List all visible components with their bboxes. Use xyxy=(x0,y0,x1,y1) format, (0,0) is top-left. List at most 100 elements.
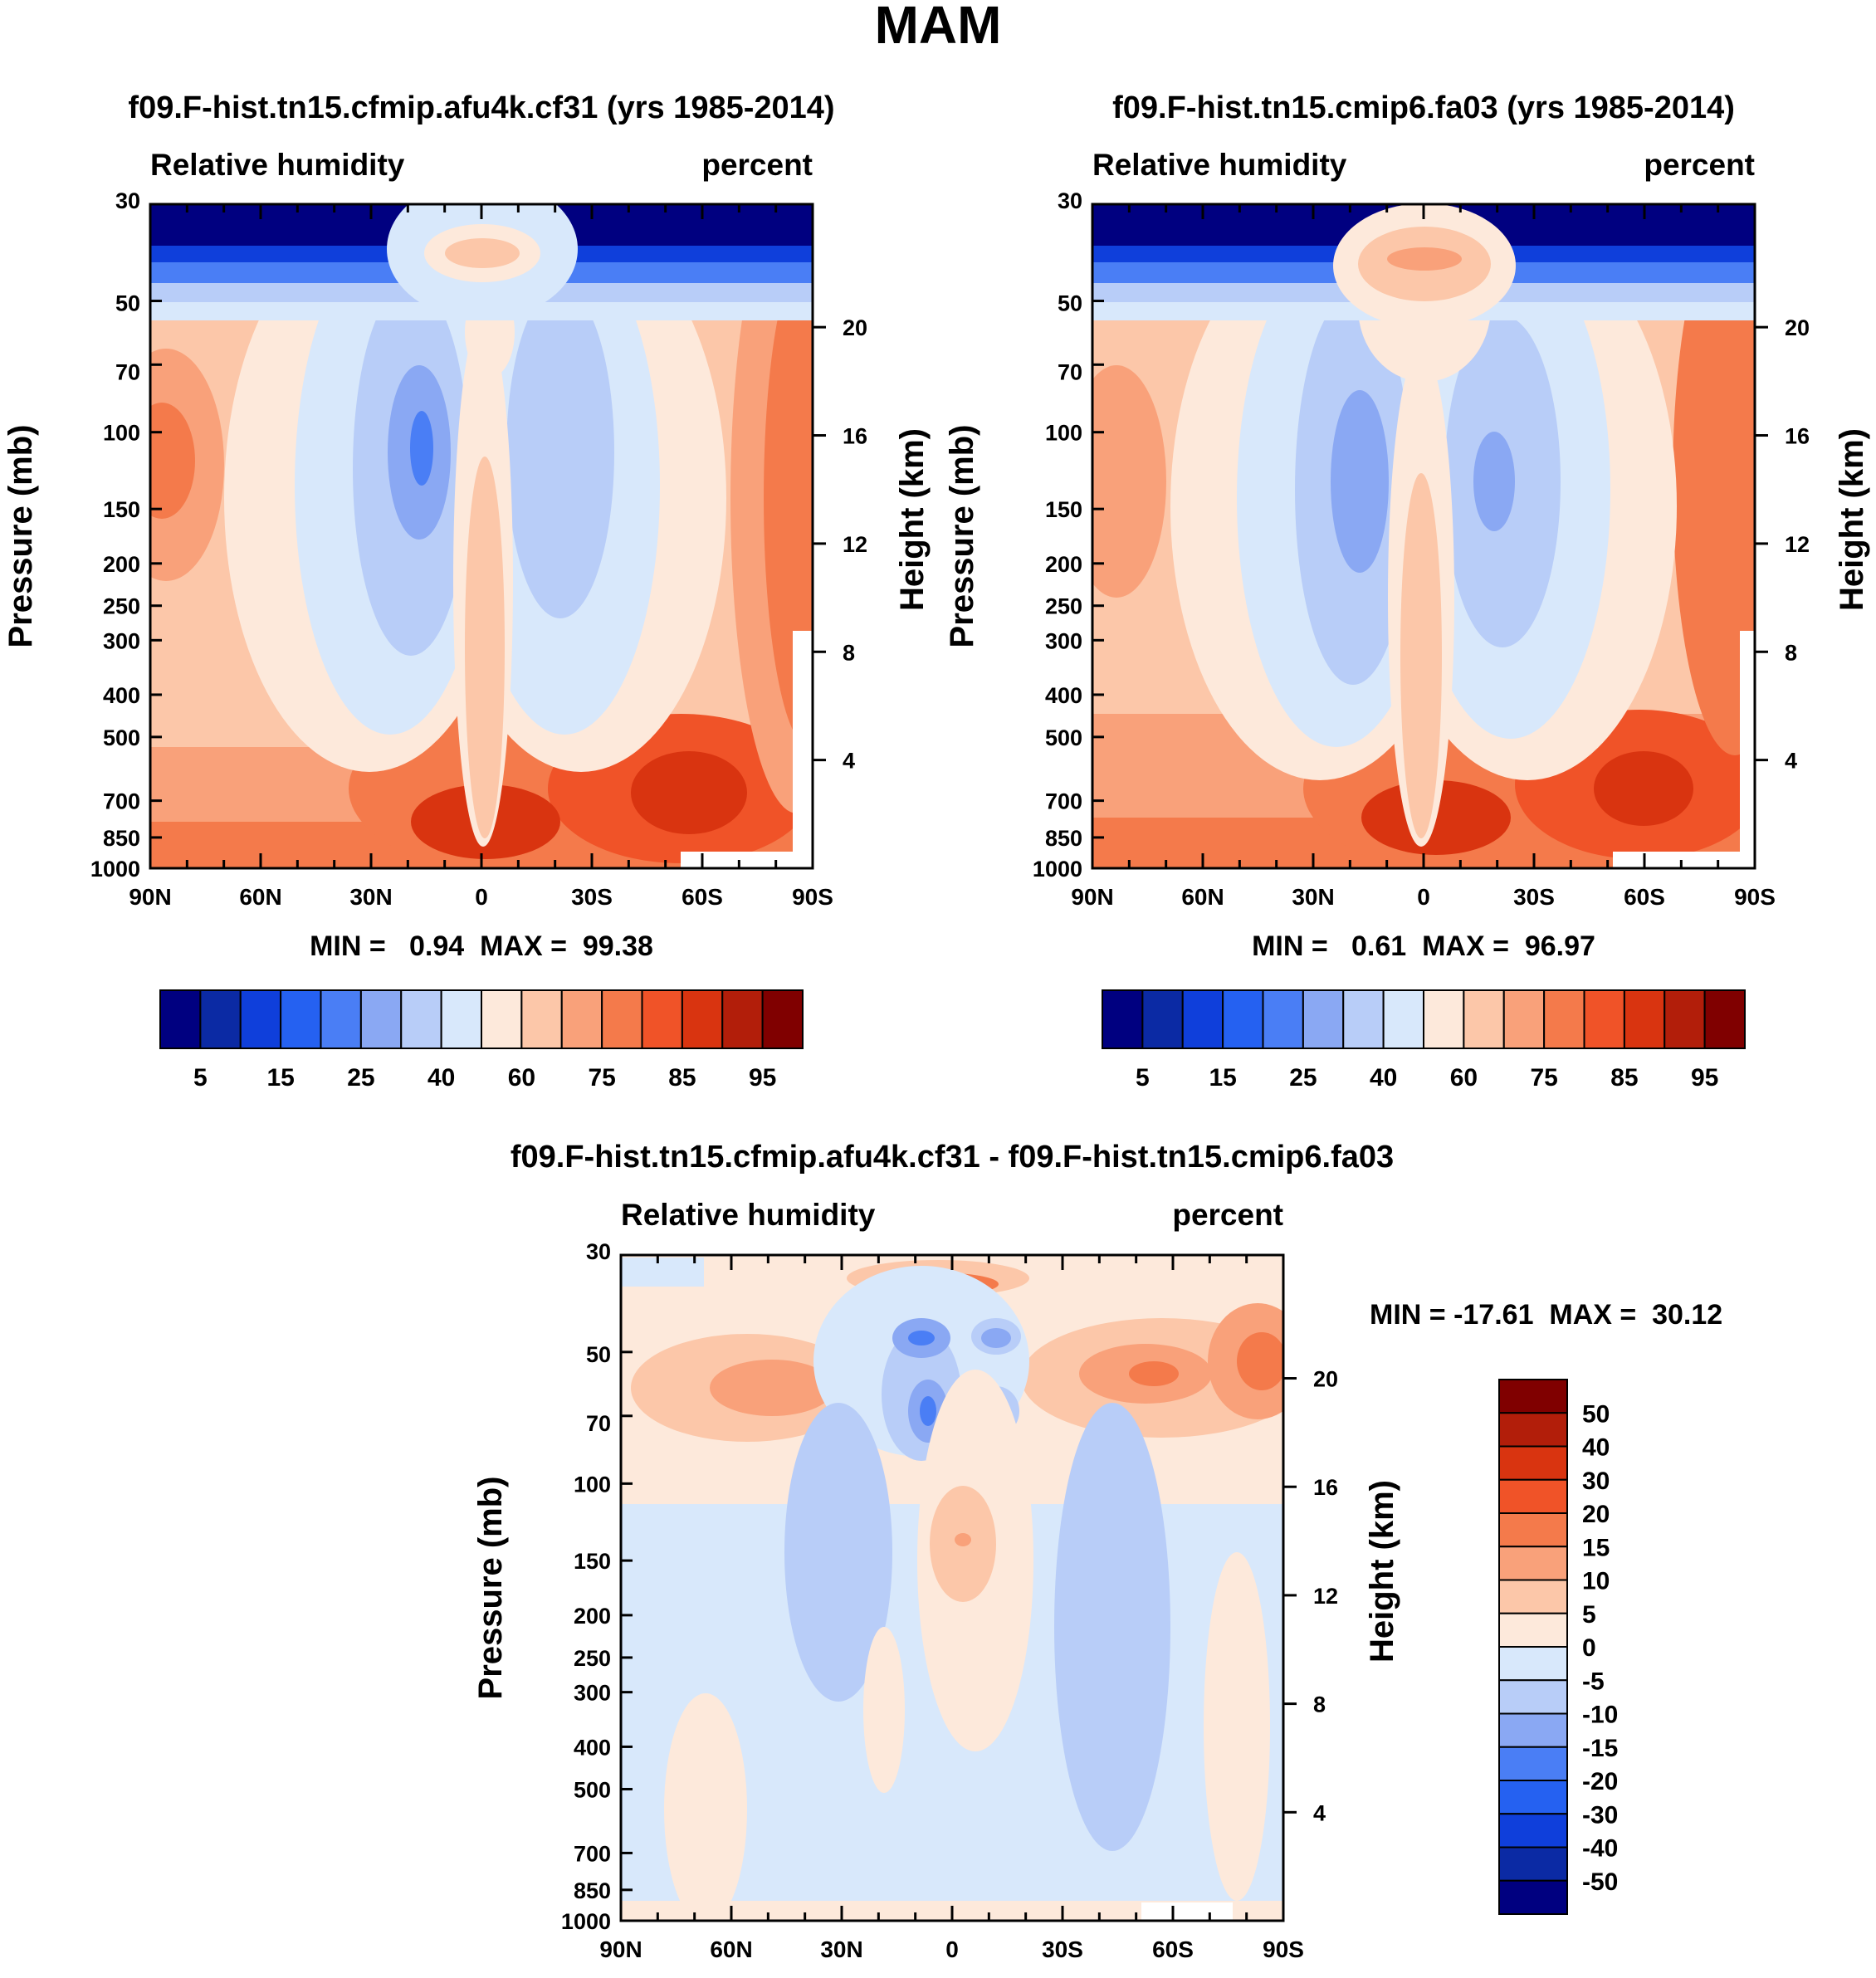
pressure-tick-label: 30 xyxy=(115,188,140,213)
panel-b-min-max: MIN = 0.61 MAX = 96.97 xyxy=(1252,930,1595,962)
colorbar-label: 15 xyxy=(1209,1064,1236,1092)
latitude-tick-label: 90N xyxy=(599,1936,642,1962)
colorbar-swatch xyxy=(239,989,282,1049)
panel-b-variable-label: Relative humidity xyxy=(1092,148,1347,182)
latitude-tick-label: 0 xyxy=(1417,884,1430,910)
pressure-tick-label: 150 xyxy=(574,1549,611,1574)
height-tick-label: 20 xyxy=(1313,1367,1338,1392)
latitude-tick-label: 30S xyxy=(1513,884,1555,910)
pressure-tick-label: 400 xyxy=(574,1735,611,1760)
colorbar-swatch xyxy=(601,989,643,1049)
colorbar-label: -40 xyxy=(1582,1835,1618,1863)
colorbar-label: 75 xyxy=(1530,1064,1557,1092)
pressure-tick-label: 1000 xyxy=(90,857,140,882)
panel-b-contour-field xyxy=(1092,204,1755,868)
colorbar-swatch xyxy=(1583,989,1625,1049)
pressure-tick-label: 200 xyxy=(574,1604,611,1629)
pressure-tick-label: 30 xyxy=(1058,188,1082,213)
pressure-tick-label: 500 xyxy=(574,1777,611,1802)
pressure-tick-label: 50 xyxy=(1058,291,1082,316)
colorbar-swatch xyxy=(1498,1846,1568,1882)
height-tick-label: 4 xyxy=(843,749,855,774)
pressure-tick-label: 30 xyxy=(586,1239,611,1264)
panel-b-height-axis-title: Height (km) xyxy=(1834,428,1870,611)
pressure-tick-label: 300 xyxy=(103,628,140,653)
colorbar-swatch xyxy=(1463,989,1505,1049)
panel-b-pressure-axis: 30 50 70 100 150 200 250 300 400 500 700 850 1000 xyxy=(1033,188,1104,882)
latitude-tick-label: 90S xyxy=(1734,884,1776,910)
panel-b-latitude-axis: 90N 60N 30N 0 30S 60S 90S xyxy=(1071,204,1776,910)
panel-b-units-label: percent xyxy=(1644,148,1755,182)
pressure-tick-label: 200 xyxy=(103,552,140,577)
panel-a-pressure-axis-title: Pressure (mb) xyxy=(2,425,39,648)
pressure-tick-label: 1000 xyxy=(561,1909,611,1934)
colorbar-swatch xyxy=(761,989,804,1049)
height-tick-label: 20 xyxy=(1785,315,1810,340)
latitude-tick-label: 60N xyxy=(1181,884,1224,910)
panel-a-min-max: MIN = 0.94 MAX = 99.38 xyxy=(310,930,653,962)
colorbar-swatch xyxy=(1703,989,1746,1049)
panel-b-height-axis: 20 16 12 8 4 xyxy=(1755,315,1810,774)
panel-model-b: f09.F-hist.tn15.cmip6.fa03 (yrs 1985-201… xyxy=(944,90,1870,1092)
panel-b-title: f09.F-hist.tn15.cmip6.fa03 (yrs 1985-201… xyxy=(1112,90,1735,125)
colorbar-label: 40 xyxy=(1370,1064,1397,1092)
colorbar-swatch xyxy=(1423,989,1465,1049)
height-tick-label: 4 xyxy=(1313,1800,1326,1825)
pressure-tick-label: 300 xyxy=(574,1681,611,1706)
panel-a-latitude-axis: 90N 60N 30N 0 30S 60S 90S xyxy=(129,204,833,910)
colorbar-swatch xyxy=(1498,1813,1568,1849)
colorbar-label: 75 xyxy=(588,1064,615,1092)
height-tick-label: 12 xyxy=(1785,532,1810,557)
colorbar-swatch xyxy=(1498,1412,1568,1448)
panel-c-contour-field xyxy=(621,1255,1283,1921)
pressure-tick-label: 250 xyxy=(103,594,140,619)
colorbar-label: 30 xyxy=(1582,1468,1610,1495)
latitude-tick-label: 90S xyxy=(792,884,833,910)
panel-c-min-max: MIN = -17.61 MAX = 30.12 xyxy=(1370,1299,1722,1331)
colorbar-label: 95 xyxy=(1691,1064,1718,1092)
colorbar-label: -10 xyxy=(1582,1702,1618,1729)
colorbar-label: 5 xyxy=(193,1064,208,1092)
colorbar-swatch xyxy=(721,989,764,1049)
colorbar-swatch xyxy=(1102,989,1144,1049)
latitude-tick-label: 60N xyxy=(239,884,281,910)
colorbar-label: 10 xyxy=(1582,1568,1610,1595)
latitude-tick-label: 60S xyxy=(682,884,723,910)
latitude-tick-label: 30S xyxy=(1042,1936,1083,1962)
panel-c-height-axis: 20 16 12 8 4 xyxy=(1283,1367,1338,1825)
latitude-tick-label: 0 xyxy=(945,1936,959,1962)
latitude-tick-label: 30N xyxy=(1292,884,1334,910)
colorbar-swatch xyxy=(1502,989,1546,1049)
pressure-tick-label: 250 xyxy=(574,1646,611,1671)
colorbar-swatch xyxy=(1498,1712,1568,1748)
colorbar-label: 85 xyxy=(668,1064,696,1092)
panel-a-contour-field xyxy=(150,204,813,868)
pressure-tick-label: 850 xyxy=(1045,826,1082,851)
pressure-tick-label: 700 xyxy=(1045,789,1082,814)
pressure-tick-label: 70 xyxy=(586,1411,611,1436)
pressure-tick-label: 150 xyxy=(1045,497,1082,522)
colorbar-swatch xyxy=(1498,1746,1568,1781)
colorbar-label: -50 xyxy=(1582,1868,1618,1896)
panel-a-pressure-axis: 30 50 70 100 150 200 250 300 400 500 700 850 1000 xyxy=(90,188,162,882)
colorbar-swatch xyxy=(1222,989,1264,1049)
pressure-tick-label: 400 xyxy=(1045,683,1082,708)
latitude-tick-label: 60N xyxy=(710,1936,752,1962)
pressure-tick-label: 200 xyxy=(1045,552,1082,577)
colorbar-swatch xyxy=(1623,989,1666,1049)
colorbar-label: -15 xyxy=(1582,1735,1618,1762)
colorbar-swatch xyxy=(520,989,563,1049)
colorbar-label: 5 xyxy=(1582,1601,1596,1629)
colorbar-swatch xyxy=(159,989,202,1049)
colorbar-swatch xyxy=(1498,1879,1568,1915)
pressure-tick-label: 50 xyxy=(586,1342,611,1367)
colorbar-label: 25 xyxy=(1289,1064,1317,1092)
colorbar-swatch xyxy=(1382,989,1424,1049)
panel-c-units-label: percent xyxy=(1172,1198,1283,1232)
panel-a-colorbar: 5 15 25 40 60 75 85 95 xyxy=(159,989,804,1092)
latitude-tick-label: 30N xyxy=(820,1936,862,1962)
height-tick-label: 8 xyxy=(1785,640,1797,665)
pressure-tick-label: 1000 xyxy=(1033,857,1082,882)
colorbar-swatch xyxy=(681,989,724,1049)
